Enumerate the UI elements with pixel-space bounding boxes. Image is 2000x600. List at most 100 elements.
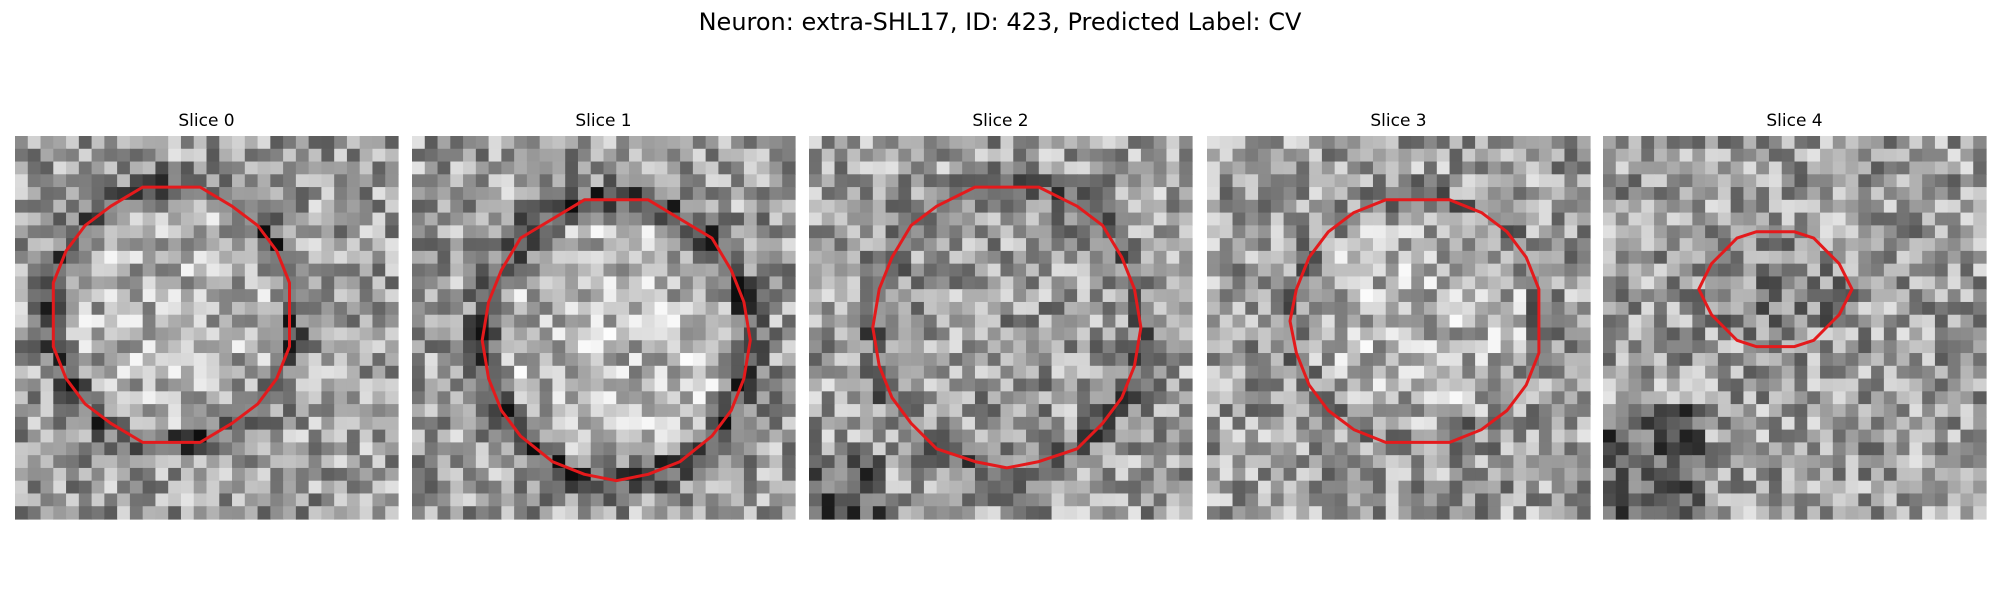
pixel [1922,314,1936,329]
pixel [1577,378,1591,392]
pixel [308,187,322,201]
pixel [219,327,233,341]
pixel [1960,301,1974,316]
pixel [1679,199,1693,214]
pixel [359,148,374,163]
pixel [962,289,976,303]
pixel [1794,467,1808,482]
pixel [769,276,783,290]
pixel [155,174,169,188]
pixel [412,327,426,341]
pixel [847,404,861,418]
pixel [1462,506,1476,520]
pixel [1781,404,1796,418]
pixel [1781,480,1796,495]
pixel [1717,250,1732,265]
pixel [1475,429,1489,443]
pixel [1896,340,1910,354]
pixel [180,429,195,443]
pixel [1717,493,1732,507]
pixel [809,404,823,418]
pixel [1026,238,1040,252]
pixel [731,199,745,214]
pixel [1832,467,1847,482]
pixel [1258,391,1272,405]
pixel [385,238,399,252]
pixel [923,263,938,278]
pixel [66,467,80,482]
pixel [1526,340,1540,354]
pixel [142,467,157,482]
pixel [1462,353,1476,367]
pixel [334,161,348,175]
pixel [1064,404,1078,418]
pixel [834,276,848,290]
pixel [1219,289,1234,303]
pixel [911,263,925,278]
pixel [1153,174,1168,188]
pixel [731,467,745,482]
pixel [603,353,617,367]
pixel [142,353,157,367]
pixel [847,378,861,392]
pixel [782,391,796,405]
pixel [539,250,554,265]
pixel [1628,353,1642,367]
pixel [168,327,182,341]
pixel [308,327,322,341]
pixel [1871,187,1885,201]
pixel [962,391,976,405]
pixel [475,250,490,265]
pixel [155,301,169,316]
pixel [552,263,566,278]
pixel [885,212,899,226]
pixel [1360,327,1374,341]
pixel [450,212,464,226]
pixel [40,199,54,214]
pixel [1820,187,1834,201]
pixel [872,327,887,341]
pixel [155,455,169,469]
pixel [1628,416,1642,431]
pixel [1871,161,1885,175]
pixel [1487,250,1502,265]
pixel [1038,148,1053,163]
pixel [782,263,796,278]
pixel [1207,301,1221,316]
pixel [1526,378,1540,392]
pixel [1922,136,1936,150]
pixel [1717,161,1732,175]
pixel [385,391,399,405]
pixel [987,365,1002,380]
pixel [78,161,93,175]
pixel [1102,314,1116,329]
pixel [949,250,963,265]
pixel [1283,506,1297,520]
pixel [1334,391,1349,405]
pixel [1500,199,1514,214]
pixel [1960,212,1974,226]
pixel [565,136,579,150]
pixel [40,467,54,482]
pixel [1360,289,1374,303]
pixel [1462,301,1476,316]
pixel [66,480,80,495]
pixel [180,404,195,418]
pixel [1526,238,1540,252]
pixel [1730,136,1745,150]
pixel [1858,467,1872,482]
pixel [1538,263,1553,278]
pixel [155,353,169,367]
pixel [283,404,297,418]
pixel [1717,455,1732,469]
pixel [117,480,131,495]
pixel [40,391,54,405]
pixel [1807,455,1821,469]
pixel [872,455,887,469]
pixel [1321,212,1336,226]
pixel [1153,187,1168,201]
pixel [1960,161,1974,175]
pixel [1436,340,1451,354]
pixel [1781,212,1796,226]
pixel [1692,467,1706,482]
